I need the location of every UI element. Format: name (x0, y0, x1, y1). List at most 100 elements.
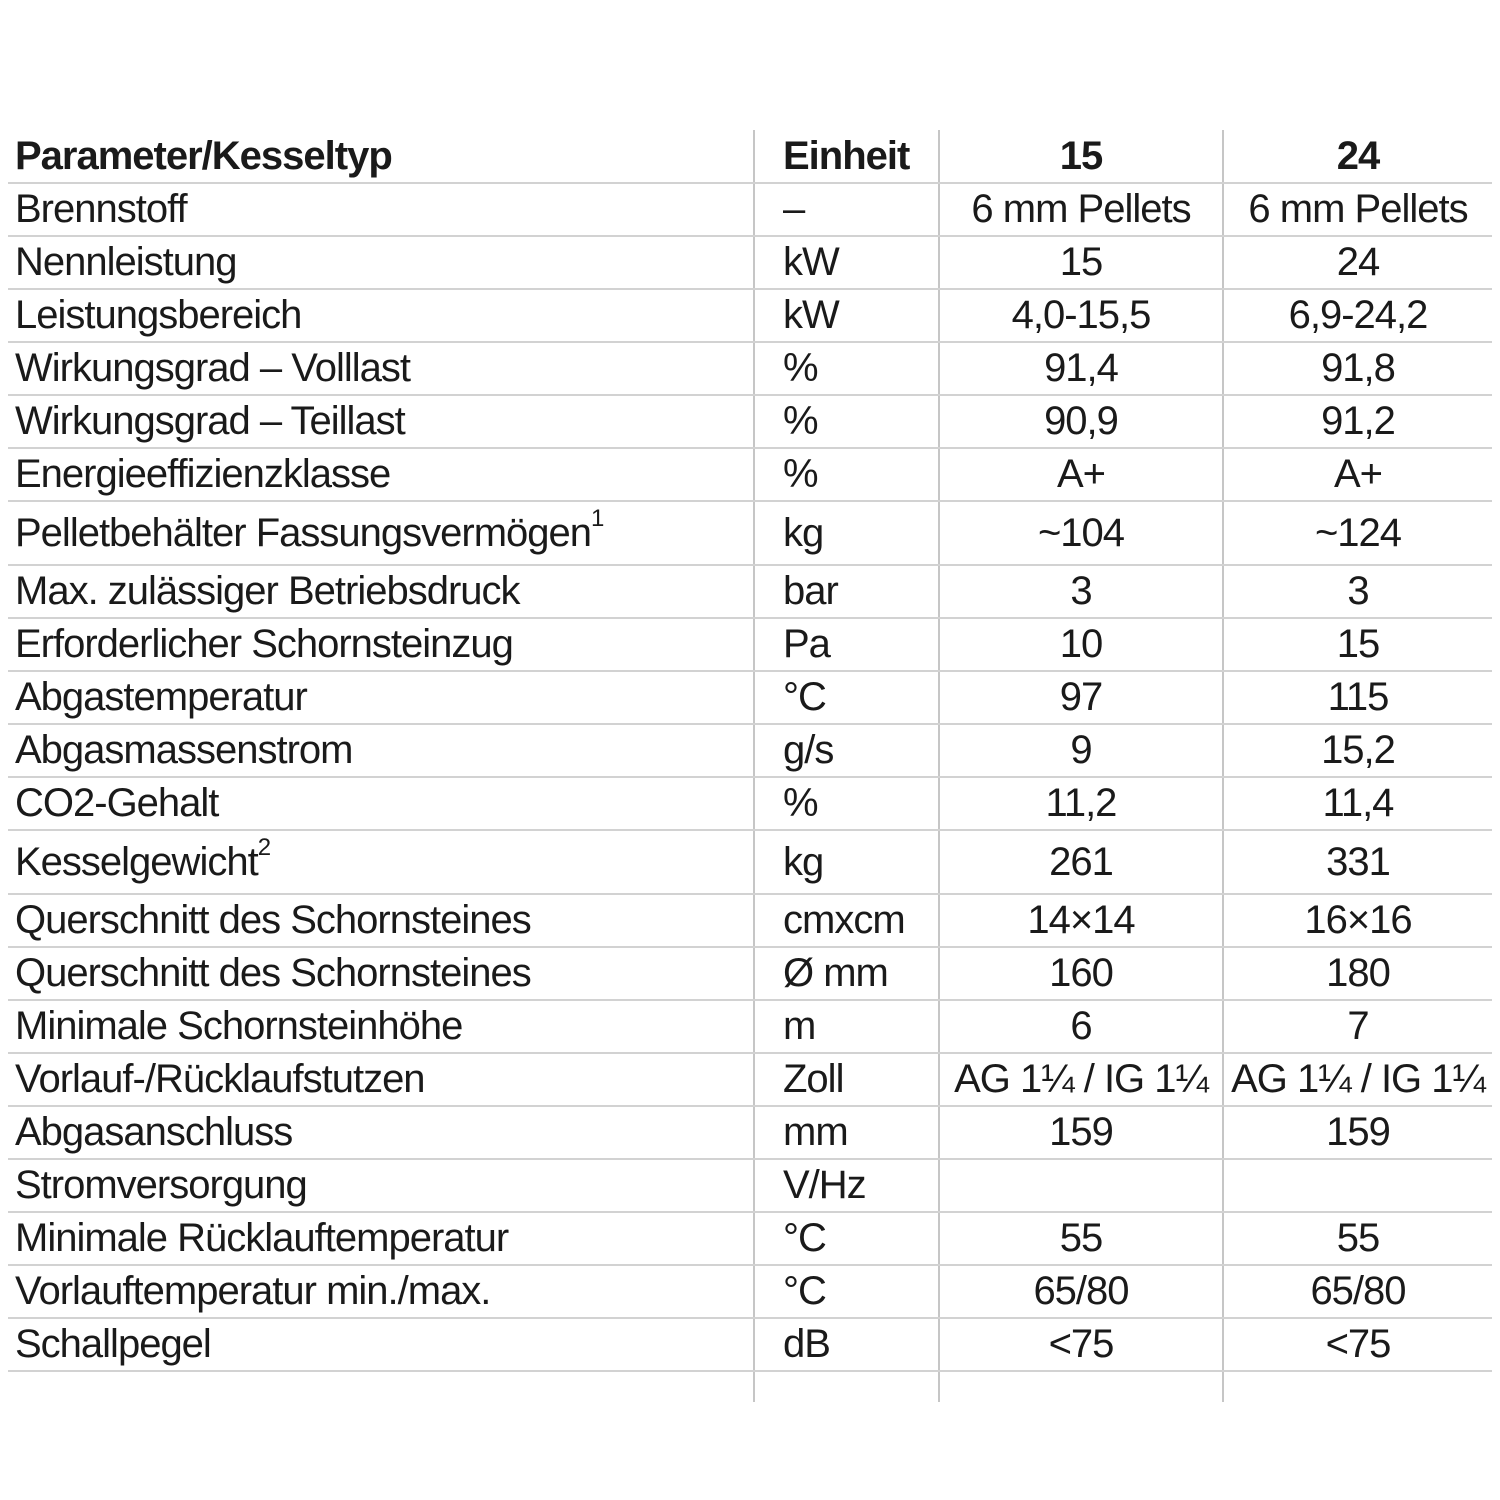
value-15-text: 159 (1049, 1110, 1114, 1154)
unit-label: kW (783, 293, 840, 337)
unit-cell: % (753, 343, 938, 394)
unit-label: Ø mm (783, 951, 889, 995)
value-24-cell: AG 1¼ / IG 1¼ (1222, 1054, 1492, 1105)
unit-label: kW (783, 240, 840, 284)
unit-cell: m (753, 1001, 938, 1052)
table-row: Vorlauftemperatur min./max. °C 65/80 65/… (8, 1266, 1492, 1319)
value-15-cell: 3 (938, 566, 1222, 617)
header-parameter: Parameter/Kesseltyp (8, 130, 753, 182)
value-24-text: AG 1¼ / IG 1¼ (1231, 1057, 1486, 1101)
value-15-cell: AG 1¼ / IG 1¼ (938, 1054, 1222, 1105)
empty-param-cell (8, 1372, 753, 1402)
value-15-cell: <75 (938, 1319, 1222, 1370)
table-row: Nennleistung kW 15 24 (8, 237, 1492, 290)
value-15-cell: 159 (938, 1107, 1222, 1158)
value-24-text: 11,4 (1322, 781, 1395, 825)
value-24-text: 6,9-24,2 (1288, 293, 1429, 337)
param-label: Vorlauf-/Rücklaufstutzen (15, 1057, 426, 1101)
param-cell: Pelletbehälter Fassungsvermögen 1 (15, 505, 605, 555)
value-24-cell: 180 (1222, 948, 1492, 999)
value-24-cell: ~124 (1222, 502, 1492, 564)
table-row: Kesselgewicht 2 kg 261 331 (8, 831, 1492, 895)
unit-cell: Ø mm (753, 948, 938, 999)
unit-cell: °C (753, 672, 938, 723)
unit-label: % (783, 346, 819, 390)
param-cell: Nennleistung (8, 237, 753, 288)
unit-cell: g/s (753, 725, 938, 776)
value-24-text: 6 mm Pellets (1248, 187, 1468, 231)
unit-label: Pa (783, 622, 831, 666)
table-row: Erforderlicher Schornsteinzug Pa 10 15 (8, 619, 1492, 672)
value-24-cell: 55 (1222, 1213, 1492, 1264)
param-label: Stromversorgung (15, 1163, 308, 1207)
table-row: Max. zulässiger Betriebsdruck bar 3 3 (8, 566, 1492, 619)
unit-label: °C (783, 1216, 827, 1260)
value-15-text: <75 (1048, 1322, 1115, 1366)
param-label: Brennstoff (15, 187, 188, 231)
unit-label: cmxcm (783, 898, 906, 942)
value-24-cell: 115 (1222, 672, 1492, 723)
value-15-text: 261 (1049, 839, 1114, 884)
param-label: Wirkungsgrad – Volllast (15, 346, 411, 390)
unit-cell: % (753, 449, 938, 500)
param-cell: Abgasmassenstrom (8, 725, 753, 776)
param-label: Minimale Schornsteinhöhe (15, 1004, 463, 1048)
unit-label: % (783, 399, 819, 443)
value-24-text: 159 (1326, 1110, 1391, 1154)
unit-label: Zoll (783, 1057, 844, 1101)
unit-cell: °C (753, 1266, 938, 1317)
value-15-text: 160 (1049, 951, 1114, 995)
unit-cell: Zoll (753, 1054, 938, 1105)
table-row: Vorlauf-/Rücklaufstutzen Zoll AG 1¼ / IG… (8, 1054, 1492, 1107)
value-15-cell: ~104 (938, 502, 1222, 564)
value-24-cell: 331 (1222, 831, 1492, 893)
value-24-cell: 15,2 (1222, 725, 1492, 776)
param-label: Abgastemperatur (15, 675, 308, 719)
param-cell: Abgastemperatur (8, 672, 753, 723)
table-row: Schallpegel dB <75 <75 (8, 1319, 1492, 1372)
value-15-cell: 55 (938, 1213, 1222, 1264)
param-cell: Leistungsbereich (8, 290, 753, 341)
value-24-text: 24 (1336, 240, 1380, 284)
value-15-cell: 261 (938, 831, 1222, 893)
value-24-cell: 6,9-24,2 (1222, 290, 1492, 341)
unit-label: V/Hz (783, 1163, 867, 1207)
table-row: Minimale Schornsteinhöhe m 6 7 (8, 1001, 1492, 1054)
value-24-cell: 11,4 (1222, 778, 1492, 829)
empty-value-15-cell (938, 1372, 1222, 1402)
param-label: Kesselgewicht (15, 839, 259, 884)
table-row: Leistungsbereich kW 4,0-15,5 6,9-24,2 (8, 290, 1492, 343)
unit-cell: – (753, 184, 938, 235)
value-15-text: 3 (1070, 569, 1092, 613)
header-model-24-label: 24 (1336, 133, 1380, 178)
value-24-text: A+ (1333, 452, 1383, 496)
value-24-text: 331 (1326, 839, 1391, 884)
value-24-cell: A+ (1222, 449, 1492, 500)
unit-label: g/s (783, 728, 834, 772)
unit-cell: dB (753, 1319, 938, 1370)
table-row: Wirkungsgrad – Teillast % 90,9 91,2 (8, 396, 1492, 449)
table-header-row: Parameter/Kesseltyp Einheit 15 24 (8, 130, 1492, 184)
empty-value-24-cell (1222, 1372, 1492, 1402)
header-model-15-label: 15 (1059, 133, 1103, 178)
value-24-cell: 15 (1222, 619, 1492, 670)
value-24-text: 65/80 (1310, 1269, 1406, 1313)
value-24-text: 115 (1327, 675, 1390, 719)
table-row: Stromversorgung V/Hz (8, 1160, 1492, 1213)
unit-cell: % (753, 396, 938, 447)
param-cell: Energieeffizienzklasse (8, 449, 753, 500)
unit-label: °C (783, 675, 827, 719)
param-cell: Schallpegel (8, 1319, 753, 1370)
value-15-text: 6 mm Pellets (971, 187, 1191, 231)
value-15-text: 6 (1070, 1004, 1092, 1048)
unit-cell: kg (753, 831, 938, 893)
param-cell: Erforderlicher Schornsteinzug (8, 619, 753, 670)
unit-cell: °C (753, 1213, 938, 1264)
value-24-cell: 91,8 (1222, 343, 1492, 394)
table-row: Abgasmassenstrom g/s 9 15,2 (8, 725, 1492, 778)
param-cell: Kesselgewicht 2 (15, 834, 272, 884)
param-label: Abgasmassenstrom (15, 728, 353, 772)
value-15-cell: 4,0-15,5 (938, 290, 1222, 341)
param-label: Vorlauftemperatur min./max. (15, 1269, 491, 1313)
unit-label: % (783, 452, 819, 496)
